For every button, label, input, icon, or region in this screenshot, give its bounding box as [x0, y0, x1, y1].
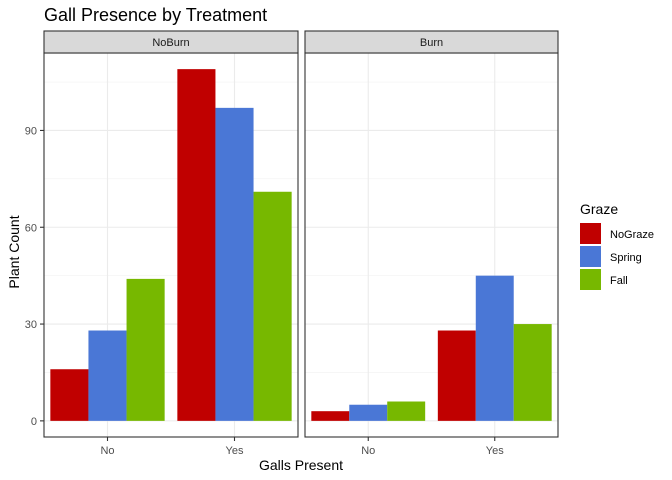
legend-label-fall: Fall	[610, 275, 628, 287]
strip-label: Burn	[420, 37, 443, 49]
x-axis-label: Galls Present	[259, 457, 343, 473]
x-tick-label: No	[100, 445, 114, 457]
y-tick-label: 60	[25, 222, 37, 234]
bar-noburn-fall-no	[126, 278, 165, 421]
bar-noburn-spring-yes	[215, 107, 254, 421]
legend: Graze NoGraze Spring Fall	[580, 201, 654, 290]
bar-burn-nograze-yes	[437, 330, 476, 421]
facet-panel-noburn: NoBurn No Yes	[43, 30, 299, 457]
bar-burn-spring-yes	[475, 275, 514, 421]
legend-label-nograze: NoGraze	[610, 229, 654, 241]
bar-noburn-nograze-yes	[177, 69, 216, 421]
strip-background	[304, 30, 559, 54]
y-tick-label: 90	[25, 125, 37, 137]
legend-key-fall	[580, 269, 601, 290]
facet-panels: NoBurn No Yes Burn No Yes	[43, 30, 559, 457]
y-axis: 0 30 60 90	[25, 125, 44, 428]
facet-panel-burn: Burn No Yes	[304, 30, 559, 457]
chart-title: Gall Presence by Treatment	[44, 5, 267, 25]
bar-noburn-nograze-no	[50, 369, 89, 421]
y-tick-label: 30	[25, 319, 37, 331]
legend-key-nograze	[580, 223, 601, 244]
legend-label-spring: Spring	[610, 252, 642, 264]
bar-noburn-spring-no	[88, 330, 127, 421]
x-tick-label: Yes	[226, 445, 244, 457]
strip-background	[43, 30, 299, 54]
y-axis-label: Plant Count	[6, 215, 22, 288]
legend-title: Graze	[580, 201, 618, 217]
legend-key-spring	[580, 246, 601, 267]
bar-burn-nograze-no	[311, 411, 350, 421]
y-tick-label: 0	[31, 416, 37, 428]
bar-burn-fall-yes	[513, 324, 552, 421]
x-tick-label: Yes	[486, 445, 504, 457]
strip-label: NoBurn	[152, 37, 189, 49]
bar-burn-fall-no	[387, 401, 426, 421]
x-tick-label: No	[361, 445, 375, 457]
bar-noburn-fall-yes	[253, 191, 292, 421]
bar-burn-spring-no	[349, 404, 388, 421]
